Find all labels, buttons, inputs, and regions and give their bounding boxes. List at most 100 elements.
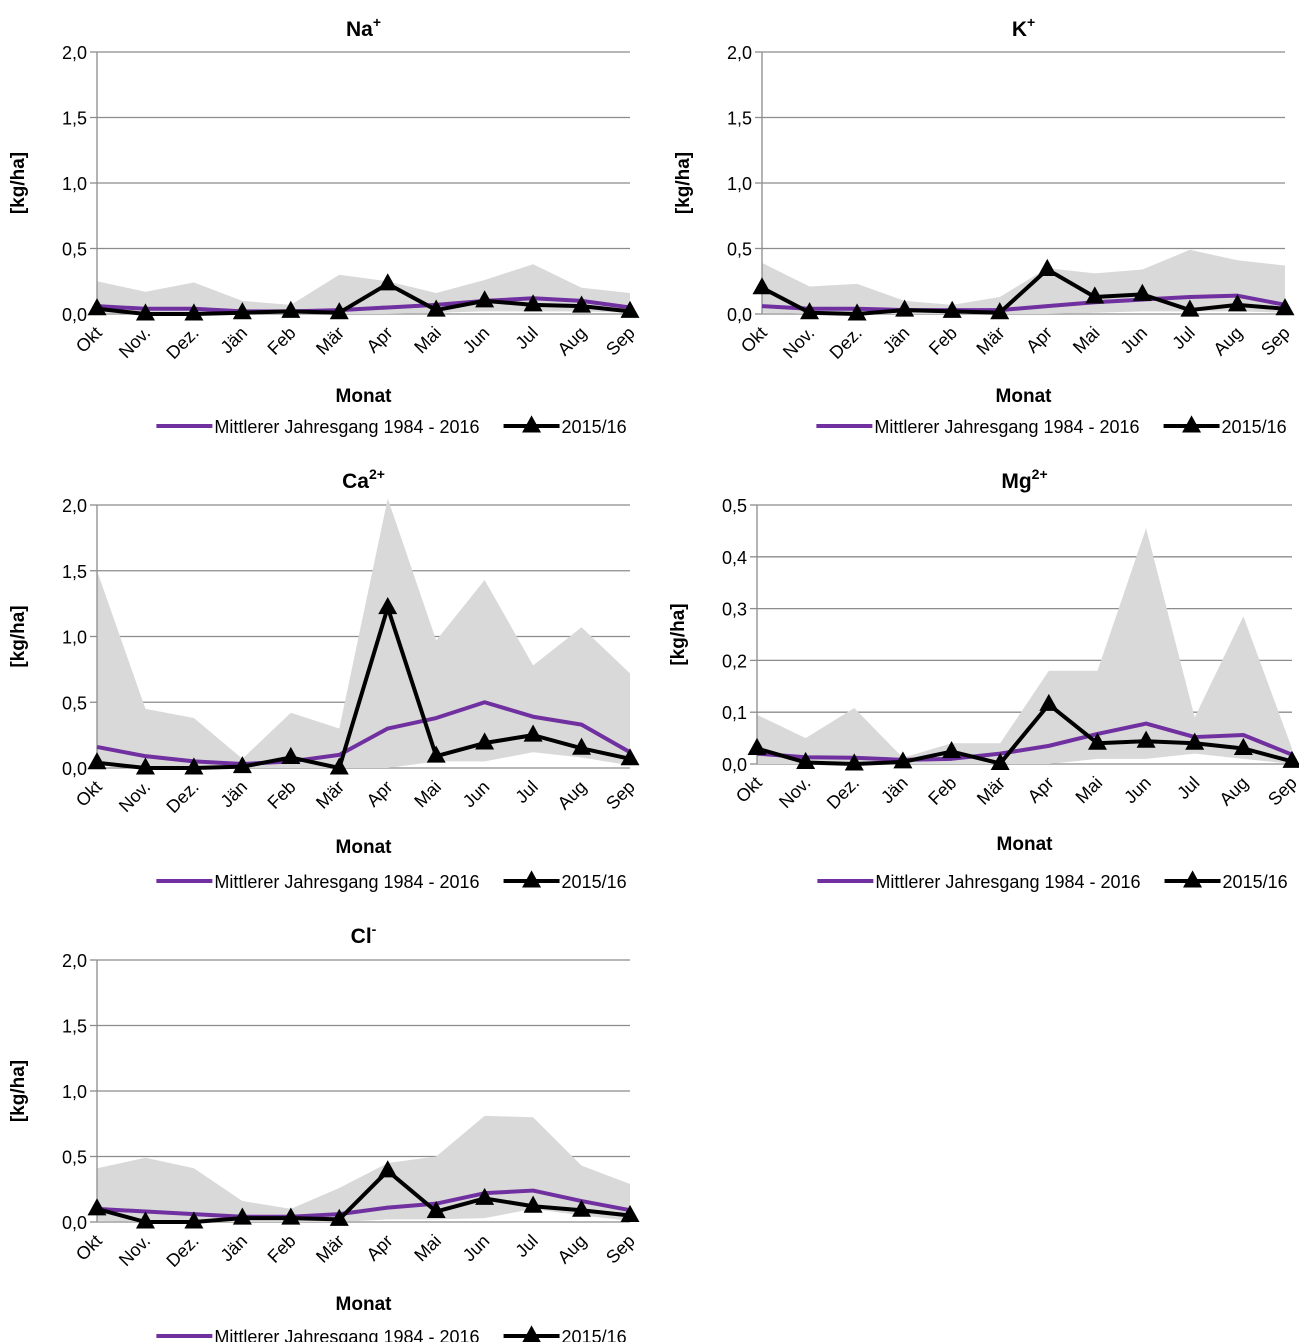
legend: Mittlerer Jahresgang 1984 - 2016 2015/16: [817, 870, 1288, 892]
x-tick-label: Okt: [72, 1231, 106, 1265]
chart-title: Cl-: [351, 921, 377, 948]
y-tick-label: 0,0: [722, 755, 747, 775]
x-tick-label: Aug: [554, 777, 591, 814]
y-tick-label: 0,3: [722, 600, 747, 620]
x-tick-label: Jul: [512, 323, 542, 353]
x-tick-label: Dez.: [162, 1231, 202, 1271]
data-point-2015-16: [184, 757, 204, 775]
x-axis-label: Monat: [336, 837, 393, 858]
x-tick-label: Jän: [877, 773, 912, 808]
series-line-mean: [761, 293, 1286, 313]
data-point-2015-16: [378, 273, 398, 291]
legend-label-mean: Mittlerer Jahresgang 1984 - 2016: [874, 417, 1139, 437]
x-tick-label: Sep: [602, 777, 639, 814]
data-point-2015-16: [475, 732, 495, 750]
x-tick-label: Okt: [72, 323, 106, 357]
data-point-2015-16: [847, 303, 867, 321]
y-tick-label: 2,0: [727, 43, 752, 63]
x-tick-label: Sep: [1257, 323, 1294, 360]
x-tick-label: Mai: [1069, 323, 1104, 358]
data-point-2015-16: [475, 290, 495, 308]
legend-marker-2015-16: [522, 1325, 541, 1342]
x-tick-label: Sep: [1264, 773, 1299, 810]
legend-label-mean: Mittlerer Jahresgang 1984 - 2016: [214, 1327, 479, 1342]
x-tick-label: Mai: [1072, 773, 1107, 808]
x-tick-label: Sep: [602, 1231, 639, 1268]
data-point-2015-16: [1136, 730, 1156, 748]
x-tick-label: Dez.: [162, 777, 202, 817]
series-line-2015-16: [756, 702, 1293, 766]
data-point-2015-16: [990, 752, 1010, 770]
x-tick-label: Jun: [459, 323, 494, 358]
data-point-2015-16: [378, 596, 398, 615]
x-tick-label: Apr: [1022, 323, 1056, 357]
data-point-2015-16: [378, 1160, 398, 1178]
data-point-2015-16: [329, 1208, 349, 1226]
x-tick-label: Dez.: [826, 323, 866, 363]
x-tick-label: Mär: [312, 323, 348, 359]
y-tick-label: 0,5: [62, 693, 87, 713]
data-point-2015-16: [1039, 693, 1059, 711]
legend-marker-2015-16: [1182, 415, 1202, 433]
chart-panel-3: 0,0 0,1 0,2 0,3 0,4 0,5 Okt Nov. Dez. Jän Feb Mär Ap…: [668, 466, 1299, 892]
legend: Mittlerer Jahresgang 1984 - 2016 2015/16: [156, 415, 627, 437]
data-point-2015-16: [523, 294, 543, 312]
data-point-2015-16: [1227, 294, 1247, 312]
range-band: [757, 528, 1292, 764]
y-tick-label: 1,0: [62, 1082, 87, 1102]
x-tick-label: Nov.: [115, 323, 154, 362]
x-tick-label: Feb: [925, 323, 961, 359]
data-point-2015-16: [426, 745, 446, 763]
y-tick-label: 0,0: [62, 1213, 87, 1233]
x-tick-label: Mai: [410, 1231, 445, 1266]
x-tick-label: Okt: [737, 323, 771, 357]
data-point-2015-16: [895, 299, 915, 317]
x-tick-label: Jun: [1120, 773, 1155, 808]
data-point-2015-16: [893, 751, 913, 769]
legend-label-2015-16: 2015/16: [562, 1327, 627, 1342]
y-tick-label: 1,0: [727, 174, 752, 194]
chart-panel-1: 0,0 0,5 1,0 1,5 2,0 Okt Nov. Dez. Jän Feb Mär Apr Ma…: [673, 14, 1295, 437]
data-point-2015-16: [232, 756, 252, 774]
y-axis-label: [kg/ha]: [668, 603, 689, 665]
data-point-2015-16: [844, 753, 864, 771]
data-point-2015-16: [990, 302, 1010, 320]
chart-panel-4: 0,0 0,5 1,0 1,5 2,0 Okt Nov. Dez. Jän Feb Mär Apr Ma…: [8, 921, 640, 1342]
x-tick-label: Nov.: [115, 1231, 154, 1270]
x-tick-label: Nov.: [779, 323, 818, 362]
x-tick-label: Jän: [879, 323, 914, 358]
x-tick-label: Jän: [217, 323, 252, 358]
data-point-2015-16: [87, 1198, 107, 1216]
series-line-2015-16: [761, 267, 1286, 316]
y-tick-label: 1,5: [727, 109, 752, 129]
x-tick-label: Feb: [264, 323, 300, 359]
data-point-2015-16: [135, 1211, 155, 1229]
data-point-2015-16: [572, 1199, 592, 1217]
x-tick-label: Mai: [410, 777, 445, 812]
data-point-2015-16: [135, 757, 155, 775]
data-point-2015-16: [87, 298, 107, 316]
data-point-2015-16: [1180, 299, 1200, 317]
y-tick-label: 1,5: [62, 109, 87, 129]
legend-label-mean: Mittlerer Jahresgang 1984 - 2016: [214, 872, 479, 892]
range-band: [97, 1115, 630, 1222]
x-tick-label: Okt: [732, 773, 766, 807]
chart-title: Mg2+: [1001, 466, 1047, 493]
chart-panel-0: 0,0 0,5 1,0 1,5 2,0 Okt Nov. Dez. Jän Feb Mär Apr Ma…: [8, 14, 640, 437]
data-point-2015-16: [426, 299, 446, 317]
legend-marker-2015-16: [522, 870, 542, 888]
x-tick-label: Jän: [217, 777, 252, 812]
data-point-2015-16: [184, 303, 204, 321]
y-tick-label: 2,0: [62, 496, 87, 516]
data-point-2015-16: [281, 1207, 301, 1225]
chart-title: Na+: [346, 14, 381, 41]
y-tick-label: 0,2: [722, 651, 747, 671]
x-tick-label: Jul: [1168, 323, 1198, 353]
series-line-2015-16: [96, 1168, 631, 1224]
data-point-2015-16: [620, 300, 640, 318]
y-axis-label: [kg/ha]: [8, 605, 29, 667]
x-tick-label: Okt: [72, 777, 106, 811]
series-line-mean: [756, 721, 1293, 762]
y-tick-label: 0,5: [62, 1148, 87, 1168]
